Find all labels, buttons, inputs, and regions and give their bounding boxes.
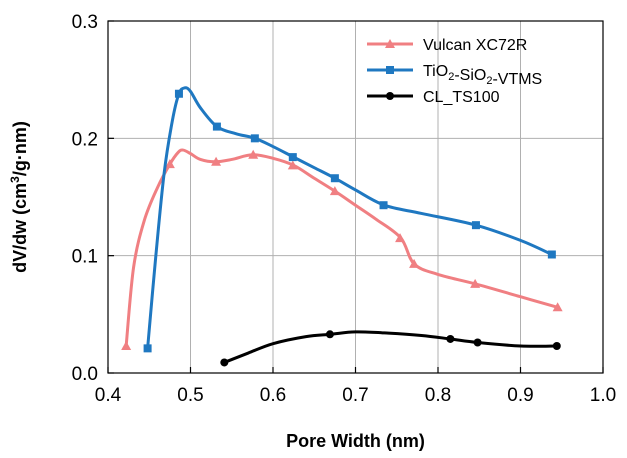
data-point-circle (473, 338, 482, 347)
legend-item: TiO2-SiO2-VTMS (367, 63, 542, 88)
data-point-triangle (287, 160, 298, 170)
x-tick-label: 0.8 (425, 385, 451, 406)
data-point-triangle (470, 278, 481, 288)
data-point-square (250, 134, 259, 143)
legend-label: TiO2-SiO2-VTMS (423, 63, 542, 88)
series-layer (121, 86, 563, 367)
data-point-triangle (248, 149, 259, 159)
data-point-circle (552, 342, 561, 351)
data-point-circle (386, 92, 394, 100)
legend-item: Vulcan XC72R (367, 37, 527, 54)
x-tick-label: 0.9 (507, 385, 533, 406)
data-point-square (471, 221, 480, 230)
x-tick-label: 0.4 (95, 385, 122, 406)
data-point-triangle (329, 186, 340, 196)
y-axis-title-part: dV/dw (cm (10, 183, 30, 273)
y-axis-title-part: /g·nm) (10, 121, 30, 176)
legend-label: Vulcan XC72R (423, 37, 527, 54)
series-vulcan-xc72r (121, 148, 563, 351)
y-tick-label: 0.2 (72, 129, 98, 150)
y-axis: 0.0 0.1 0.2 0.3 (72, 12, 114, 385)
x-tick-label: 0.6 (260, 385, 286, 406)
data-point-triangle (552, 302, 563, 312)
y-axis-title: dV/dw (cm3/g·nm) (8, 121, 30, 273)
data-point-triangle (395, 233, 406, 243)
data-point-square (386, 66, 394, 74)
x-tick-label: 0.7 (342, 385, 368, 406)
data-point-triangle (164, 159, 175, 169)
data-point-circle (325, 330, 334, 339)
x-axis: 0.4 0.5 0.6 0.7 0.8 0.9 1.0 (95, 367, 616, 406)
data-point-square (143, 344, 152, 353)
legend-item: CL_TS100 (367, 89, 500, 106)
x-tick-label: 0.5 (177, 385, 203, 406)
y-axis-title-superscript: 3 (8, 176, 22, 183)
data-point-square (330, 174, 339, 183)
data-point-square (212, 122, 221, 131)
data-point-square (379, 201, 388, 210)
data-point-circle (220, 358, 229, 367)
y-tick-label: 0.3 (72, 12, 98, 33)
series-tio2-sio2-vtms (143, 86, 556, 353)
legend-label: CL_TS100 (423, 89, 500, 106)
data-point-square (547, 250, 556, 259)
data-point-square (288, 153, 297, 162)
data-point-triangle (385, 39, 395, 48)
y-tick-label: 0.1 (72, 247, 98, 268)
x-tick-label: 1.0 (590, 385, 616, 406)
data-point-triangle (409, 258, 420, 268)
series-cl-ts100 (220, 330, 561, 367)
data-point-triangle (211, 156, 222, 166)
data-point-square (174, 89, 183, 98)
data-point-triangle (121, 341, 132, 351)
y-tick-label: 0.0 (72, 364, 98, 385)
data-point-circle (446, 334, 455, 343)
x-axis-title: Pore Width (nm) (286, 431, 425, 451)
